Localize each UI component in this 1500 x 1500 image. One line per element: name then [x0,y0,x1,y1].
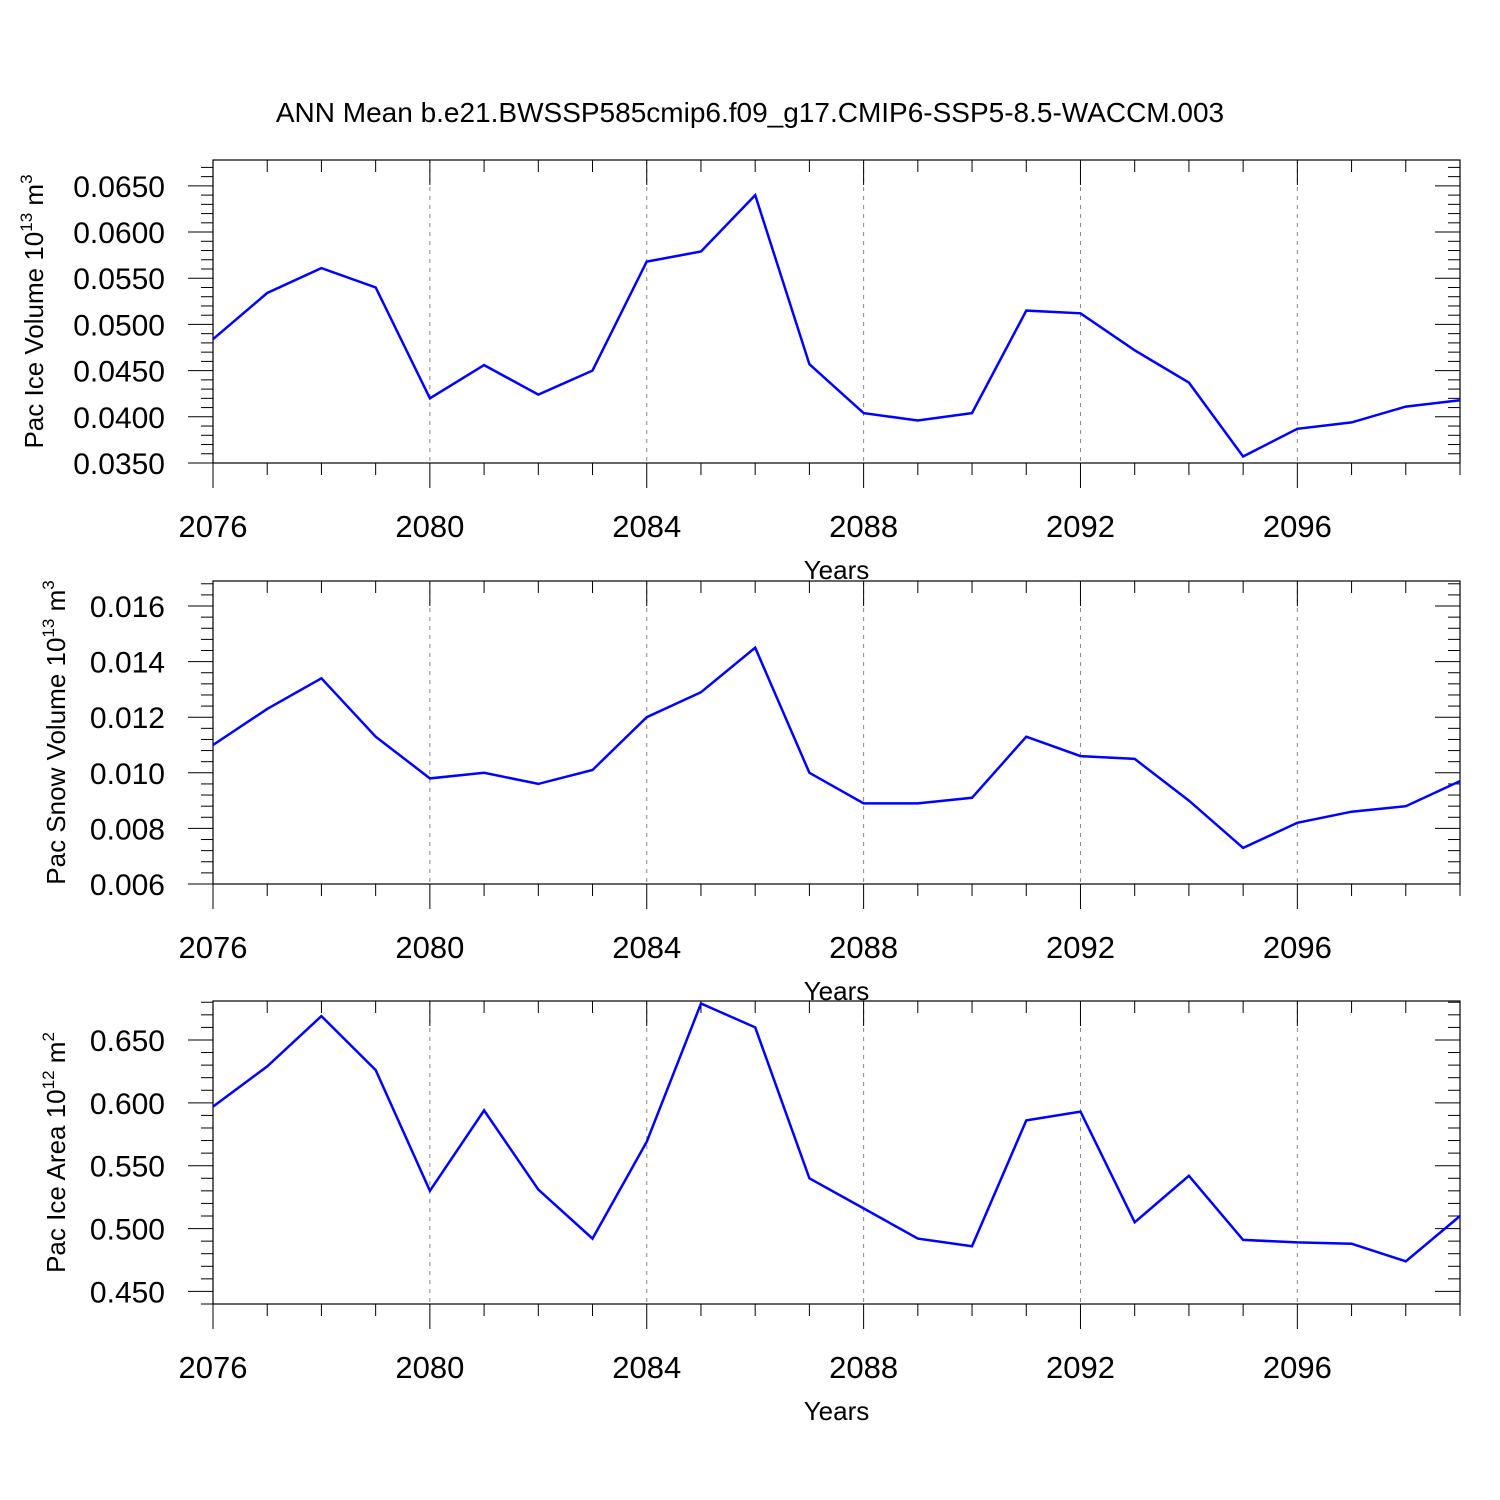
x-tick-label: 2076 [179,509,248,544]
x-tick-label: 2080 [395,509,464,544]
x-tick-label: 2092 [1046,509,1115,544]
y-tick-label: 0.0450 [73,356,165,389]
x-tick-label: 2076 [179,930,248,965]
y-tick-label: 0.500 [90,1214,165,1247]
y-tick-label: 0.008 [90,813,165,846]
y-tick-label: 0.006 [90,869,165,902]
y-tick-label: 0.0400 [73,402,165,435]
x-tick-label: 2088 [829,509,898,544]
y-tick-label: 0.650 [90,1025,165,1058]
x-tick-label: 2096 [1263,930,1332,965]
panel-1: 0.0350 0.0400 0.0450 0.0500 0.0550 0.0600 0.06… [17,159,1461,585]
y-tick-label: 0.014 [90,647,165,680]
y-axis-title: Pac Ice Volume 1013 m3 [17,174,49,448]
y-tick-label: 0.0550 [73,263,165,296]
y-tick-label: 0.450 [90,1276,165,1309]
plot-frame [212,580,1461,885]
x-tick-label: 2084 [612,1350,681,1385]
x-tick-label: 2084 [612,930,681,965]
plot-frame [212,159,1461,464]
panel-2: 0.006 0.008 0.010 0.012 0.014 0.016 2076 2080 20… [39,580,1461,1006]
series-line [212,192,1461,459]
plot-frame [212,1000,1461,1305]
x-tick-label: 2084 [612,509,681,544]
series-line [212,645,1461,850]
y-tick-label: 0.0350 [73,448,165,481]
x-tick-label: 2092 [1046,1350,1115,1385]
x-tick-label: 2080 [395,930,464,965]
x-tick-label: 2096 [1263,1350,1332,1385]
figure-title: ANN Mean b.e21.BWSSP585cmip6.f09_g17.CMI… [276,97,1224,128]
y-tick-label: 0.600 [90,1088,165,1121]
y-axis-title: Pac Snow Volume 1013 m3 [39,580,71,884]
x-tick-label: 2088 [829,930,898,965]
x-axis-title: Years [804,555,870,585]
y-tick-label: 0.0650 [73,171,165,204]
x-axis-title: Years [804,1396,870,1426]
y-axis-title: Pac Ice Area 1012 m2 [39,1032,71,1273]
x-tick-label: 2092 [1046,930,1115,965]
y-tick-label: 0.010 [90,758,165,791]
panel-3: 0.450 0.500 0.550 0.600 0.650 2076 2080 2084 208… [39,1000,1461,1426]
y-tick-label: 0.012 [90,702,165,735]
x-tick-label: 2096 [1263,509,1332,544]
y-tick-label: 0.0500 [73,309,165,342]
x-tick-label: 2088 [829,1350,898,1385]
series-line [212,1001,1461,1263]
y-tick-label: 0.016 [90,591,165,624]
x-tick-label: 2076 [179,1350,248,1385]
y-tick-label: 0.550 [90,1151,165,1184]
y-tick-label: 0.0600 [73,217,165,250]
x-tick-label: 2080 [395,1350,464,1385]
